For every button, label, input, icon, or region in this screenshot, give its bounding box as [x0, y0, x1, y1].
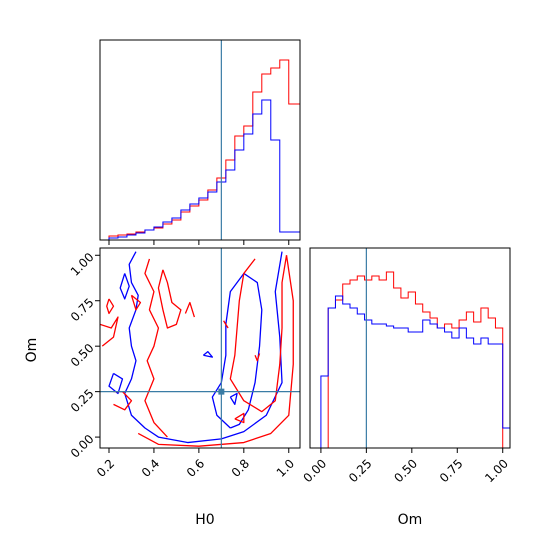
- contour-x-tick-label: 0.4: [139, 456, 162, 479]
- contour-x-tick-label: 0.2: [94, 456, 117, 479]
- contour-blue: [229, 392, 238, 406]
- hist-om-series-red: [310, 271, 510, 449]
- contour-x-tick-label: 1.0: [274, 456, 297, 479]
- contour-red: [184, 301, 196, 318]
- contour-red: [144, 258, 168, 438]
- hist-om-x-tick-label: 1.00: [482, 456, 511, 485]
- contour-y-tick-label: 1.00: [68, 250, 97, 279]
- contour-panel: 0.2 0.4 0.6 0.8 1.0 0.00 0.25 0.50 0.75 1.00: [68, 247, 301, 480]
- contour-x-tick-label: 0.6: [184, 456, 207, 479]
- y-axis-label-om: Om: [24, 338, 40, 363]
- histogram-om-panel: 0.00 0.25 0.50 0.75 1.00: [300, 247, 511, 485]
- contour-red: [254, 353, 261, 362]
- hist-h0-series-red: [100, 59, 301, 241]
- contour-red: [137, 255, 294, 447]
- hist-om-series-blue: [310, 295, 511, 449]
- contour-y-tick-label: 0.00: [68, 432, 97, 461]
- contour-y-tick-label: 0.25: [68, 386, 97, 415]
- contour-blue: [211, 272, 263, 429]
- contour-red: [223, 320, 229, 329]
- hist-om-x-tick-label: 0.25: [346, 456, 375, 485]
- contour-x-tick-label: 0.8: [229, 456, 252, 479]
- contour-red: [130, 294, 142, 311]
- contour-frame: [99, 247, 301, 449]
- contour-y-tick-label: 0.75: [68, 295, 97, 324]
- contour-red: [106, 298, 115, 315]
- hist-om-x-tick-label: 0.00: [300, 456, 329, 485]
- contour-red: [234, 412, 245, 424]
- contour-red: [157, 269, 182, 329]
- hist-om-x-tick-label: 0.75: [437, 456, 466, 485]
- hist-om-x-tick-label: 0.50: [391, 456, 420, 485]
- contour-truth-marker: [218, 388, 225, 395]
- contour-blue: [108, 372, 124, 395]
- contour-y-tick-label: 0.50: [68, 341, 97, 370]
- contour-lines: [100, 251, 294, 447]
- contour-blue: [119, 273, 130, 300]
- histogram-h0-panel: [99, 39, 301, 245]
- hist-om-frame: [309, 247, 511, 449]
- contour-red: [229, 255, 288, 413]
- hist-h0-series-blue: [100, 99, 301, 241]
- contour-red: [100, 316, 119, 347]
- hist-h0-frame: [99, 39, 301, 241]
- x-axis-label-h0: H0: [195, 512, 214, 528]
- contour-blue: [202, 350, 214, 358]
- x-axis-label-om: Om: [398, 512, 423, 528]
